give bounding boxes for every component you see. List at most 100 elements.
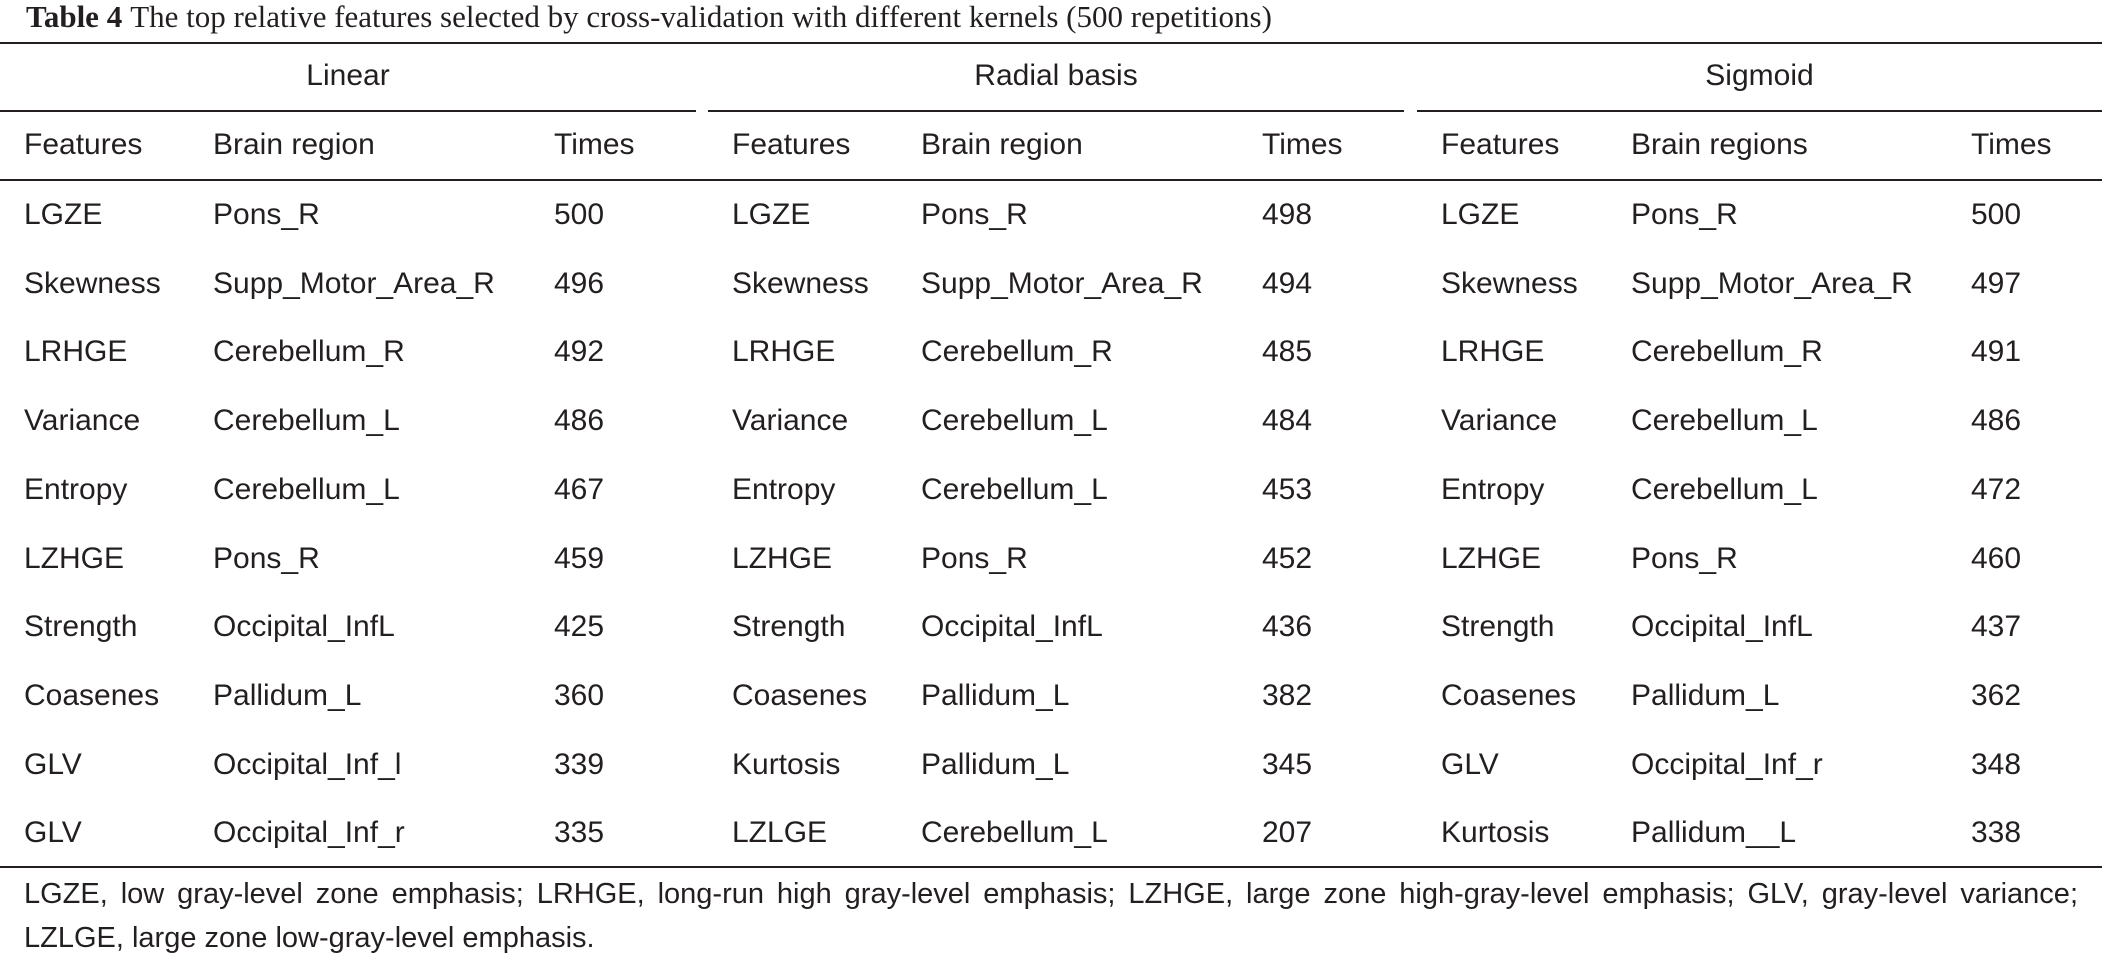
- table-cell-sigmoid-times: 338: [1971, 816, 2022, 849]
- table-cell-sigmoid-features: Strength: [1441, 610, 1555, 643]
- table-cell-linear-brain-region: Occipital_InfL: [213, 610, 395, 643]
- table-cell-sigmoid-brain-region: Pallidum__L: [1631, 816, 1797, 849]
- table-cell-linear-times: 459: [554, 542, 605, 575]
- column-header-radial-basis-brain-region: Brain region: [921, 128, 1083, 161]
- group-rule-linear: [0, 110, 696, 112]
- table-cell-sigmoid-brain-region: Pallidum_L: [1631, 679, 1780, 712]
- table-cell-radial-basis-features: LZHGE: [732, 542, 833, 575]
- table-cell-radial-basis-brain-region: Pons_R: [921, 542, 1028, 575]
- table-cell-radial-basis-brain-region: Cerebellum_L: [921, 404, 1108, 437]
- table-cell-sigmoid-features: Coasenes: [1441, 679, 1577, 712]
- table-cell-sigmoid-features: LRHGE: [1441, 335, 1545, 368]
- table-cell-linear-brain-region: Supp_Motor_Area_R: [213, 267, 495, 300]
- table-cell-radial-basis-times: 436: [1262, 610, 1313, 643]
- table-cell-sigmoid-brain-region: Cerebellum_L: [1631, 404, 1818, 437]
- table-cell-sigmoid-times: 348: [1971, 748, 2022, 781]
- table-bottom-rule: [0, 866, 2102, 868]
- table-cell-radial-basis-features: LGZE: [732, 198, 811, 231]
- table-cell-linear-times: 467: [554, 473, 605, 506]
- table-cell-radial-basis-times: 484: [1262, 404, 1313, 437]
- group-title-sigmoid: Sigmoid: [1705, 59, 1814, 92]
- table-cell-linear-times: 335: [554, 816, 605, 849]
- table-cell-linear-features: LRHGE: [24, 335, 128, 368]
- table-cell-linear-features: Variance: [24, 404, 141, 437]
- table-cell-linear-features: LGZE: [24, 198, 103, 231]
- column-header-linear-times: Times: [554, 128, 635, 161]
- table-cell-radial-basis-features: Kurtosis: [732, 748, 841, 781]
- table-cell-radial-basis-times: 452: [1262, 542, 1313, 575]
- table-cell-linear-times: 360: [554, 679, 605, 712]
- table-cell-sigmoid-times: 500: [1971, 198, 2022, 231]
- table-caption-text: The top relative features selected by cr…: [130, 0, 1272, 34]
- table-cell-radial-basis-brain-region: Cerebellum_L: [921, 473, 1108, 506]
- table-cell-sigmoid-features: GLV: [1441, 748, 1499, 781]
- table-cell-radial-basis-features: Skewness: [732, 267, 869, 300]
- table-cell-linear-features: Strength: [24, 610, 138, 643]
- table-cell-sigmoid-times: 472: [1971, 473, 2022, 506]
- table-cell-linear-features: LZHGE: [24, 542, 125, 575]
- table-cell-linear-features: Coasenes: [24, 679, 160, 712]
- column-header-sigmoid-features: Features: [1441, 128, 1560, 161]
- column-header-sigmoid-times: Times: [1971, 128, 2052, 161]
- table-cell-linear-times: 486: [554, 404, 605, 437]
- group-title-linear: Linear: [306, 59, 390, 92]
- table-cell-linear-brain-region: Pons_R: [213, 542, 320, 575]
- table-cell-sigmoid-times: 491: [1971, 335, 2022, 368]
- table-cell-sigmoid-brain-region: Cerebellum_R: [1631, 335, 1823, 368]
- table-cell-linear-times: 500: [554, 198, 605, 231]
- table-cell-radial-basis-times: 345: [1262, 748, 1313, 781]
- table-cell-linear-brain-region: Cerebellum_L: [213, 473, 400, 506]
- table-cell-sigmoid-features: Variance: [1441, 404, 1558, 437]
- header-bottom-rule: [0, 179, 2102, 181]
- table-cell-linear-brain-region: Pallidum_L: [213, 679, 362, 712]
- table-top-rule: [0, 42, 2102, 44]
- table-cell-sigmoid-times: 362: [1971, 679, 2022, 712]
- table-cell-sigmoid-brain-region: Pons_R: [1631, 542, 1738, 575]
- table-cell-sigmoid-features: Kurtosis: [1441, 816, 1550, 849]
- table-cell-sigmoid-features: Entropy: [1441, 473, 1545, 506]
- table-cell-linear-times: 496: [554, 267, 605, 300]
- column-header-radial-basis-times: Times: [1262, 128, 1343, 161]
- table-cell-sigmoid-features: LZHGE: [1441, 542, 1542, 575]
- table-cell-radial-basis-times: 207: [1262, 816, 1313, 849]
- table-caption-label: Table 4: [26, 0, 123, 34]
- table-cell-sigmoid-brain-region: Cerebellum_L: [1631, 473, 1818, 506]
- group-rule-sigmoid: [1417, 110, 2102, 112]
- table-cell-linear-features: Skewness: [24, 267, 161, 300]
- table-cell-sigmoid-brain-region: Pons_R: [1631, 198, 1738, 231]
- group-rule-radial-basis: [708, 110, 1404, 112]
- table-cell-linear-brain-region: Occipital_Inf_r: [213, 816, 405, 849]
- table-cell-radial-basis-features: LRHGE: [732, 335, 836, 368]
- table-cell-radial-basis-times: 485: [1262, 335, 1313, 368]
- table-footnote: LGZE, low gray-level zone emphasis; LRHG…: [24, 878, 2078, 954]
- table-caption: Table 4 The top relative features selecte…: [26, 0, 1272, 40]
- table-cell-sigmoid-features: Skewness: [1441, 267, 1578, 300]
- table-cell-linear-features: GLV: [24, 816, 82, 849]
- table-cell-radial-basis-brain-region: Supp_Motor_Area_R: [921, 267, 1203, 300]
- table-cell-linear-times: 492: [554, 335, 605, 368]
- table-cell-linear-brain-region: Pons_R: [213, 198, 320, 231]
- table-cell-radial-basis-brain-region: Cerebellum_L: [921, 816, 1108, 849]
- table-cell-linear-brain-region: Cerebellum_L: [213, 404, 400, 437]
- table-cell-linear-brain-region: Cerebellum_R: [213, 335, 405, 368]
- table-cell-sigmoid-times: 497: [1971, 267, 2022, 300]
- table-cell-radial-basis-brain-region: Occipital_InfL: [921, 610, 1103, 643]
- table-cell-sigmoid-features: LGZE: [1441, 198, 1520, 231]
- table-cell-linear-times: 339: [554, 748, 605, 781]
- table-cell-radial-basis-features: Coasenes: [732, 679, 868, 712]
- table-cell-sigmoid-times: 460: [1971, 542, 2022, 575]
- table-cell-linear-brain-region: Occipital_Inf_l: [213, 748, 402, 781]
- column-header-sigmoid-brain-region: Brain regions: [1631, 128, 1808, 161]
- table-cell-linear-features: GLV: [24, 748, 82, 781]
- table-cell-sigmoid-brain-region: Occipital_InfL: [1631, 610, 1813, 643]
- table-cell-linear-features: Entropy: [24, 473, 128, 506]
- column-header-linear-brain-region: Brain region: [213, 128, 375, 161]
- column-header-linear-features: Features: [24, 128, 143, 161]
- table-cell-radial-basis-times: 382: [1262, 679, 1313, 712]
- table-cell-sigmoid-times: 486: [1971, 404, 2022, 437]
- table-cell-radial-basis-brain-region: Pallidum_L: [921, 748, 1070, 781]
- table-cell-radial-basis-features: Entropy: [732, 473, 836, 506]
- table-cell-radial-basis-brain-region: Cerebellum_R: [921, 335, 1113, 368]
- table-cell-sigmoid-times: 437: [1971, 610, 2022, 643]
- table-cell-linear-times: 425: [554, 610, 605, 643]
